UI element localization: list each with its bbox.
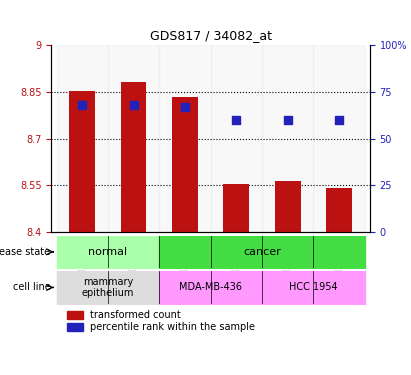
Bar	[159, 45, 211, 232]
Bar	[275, 181, 300, 232]
Bar	[326, 188, 352, 232]
Point	[79, 102, 85, 108]
Text: MDA-MB-436: MDA-MB-436	[179, 282, 242, 292]
Title: GDS817 / 34082_at: GDS817 / 34082_at	[150, 30, 272, 42]
Text: HCC 1954: HCC 1954	[289, 282, 338, 292]
Text: percentile rank within the sample: percentile rank within the sample	[90, 322, 254, 332]
Point	[336, 117, 342, 123]
Bar	[69, 91, 95, 232]
Text: mammary
epithelium: mammary epithelium	[82, 277, 134, 298]
Text: normal: normal	[88, 247, 127, 257]
Point	[284, 117, 291, 123]
Bar	[108, 45, 159, 232]
Bar	[262, 45, 313, 232]
Bar	[224, 184, 249, 232]
Bar	[211, 45, 262, 232]
Point	[182, 104, 188, 110]
Bar	[313, 45, 365, 232]
Bar	[57, 45, 108, 232]
Text: cell line: cell line	[13, 282, 51, 292]
Bar	[121, 82, 146, 232]
Bar	[67, 311, 83, 319]
Text: transformed count: transformed count	[90, 310, 180, 320]
Bar	[172, 96, 198, 232]
Point	[130, 102, 137, 108]
Text: cancer: cancer	[243, 247, 281, 257]
Text: disease state: disease state	[0, 247, 51, 257]
Point	[233, 117, 240, 123]
Bar	[67, 323, 83, 331]
